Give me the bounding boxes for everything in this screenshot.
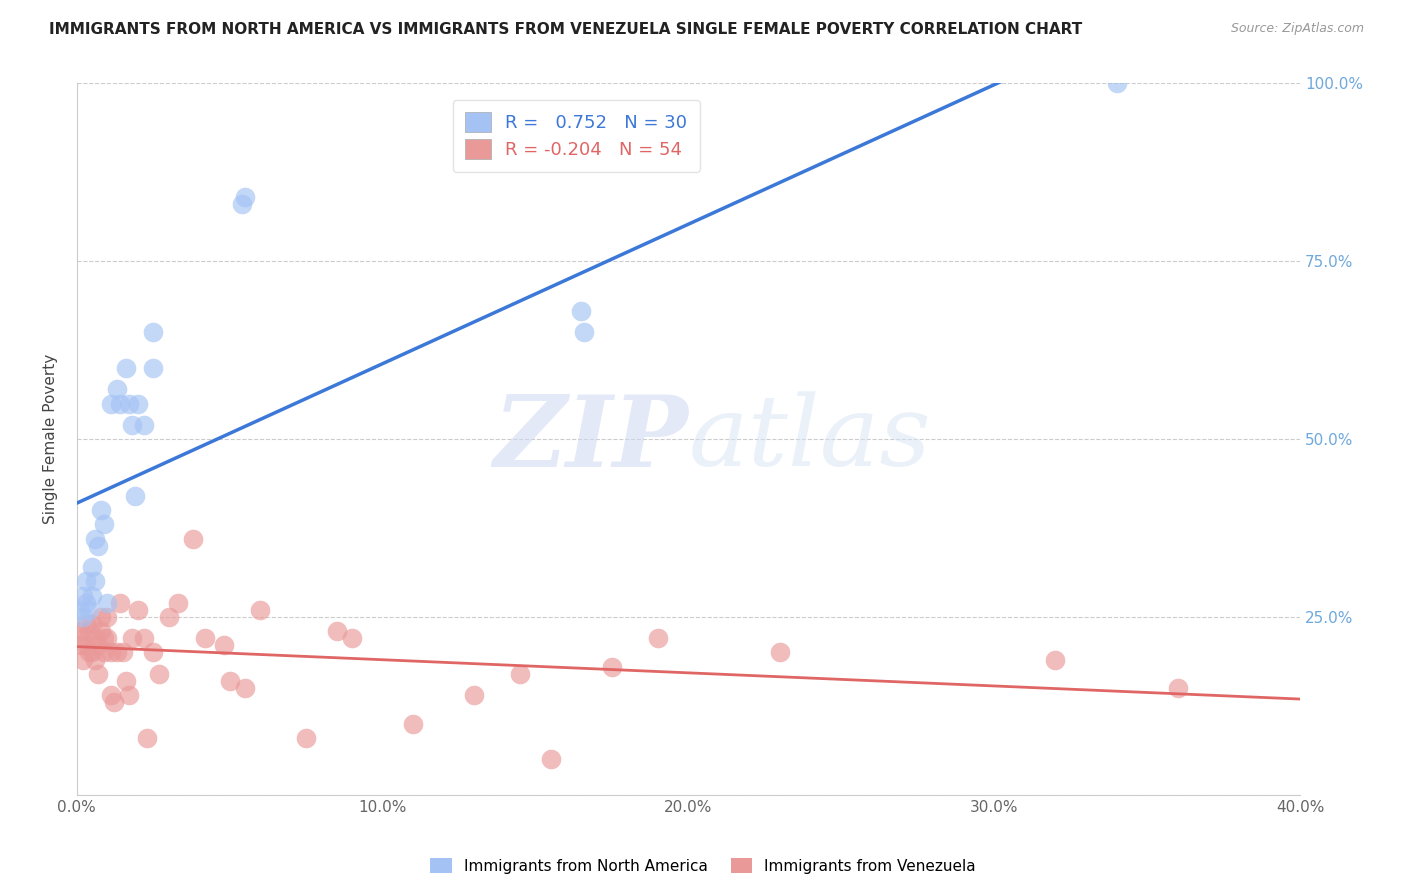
Point [1167, 681, 1189, 695]
Point [77, 645, 100, 659]
Point [100, 645, 122, 659]
Point [166, 596, 188, 610]
Point [340, 631, 363, 645]
Point [181, 532, 204, 546]
Point [540, 752, 562, 766]
Point [118, 396, 141, 410]
Point [108, 596, 131, 610]
Point [249, 603, 271, 617]
Point [100, 688, 122, 702]
Point [93, 645, 115, 659]
Point [75, 574, 97, 589]
Point [90, 624, 112, 639]
Point [212, 638, 235, 652]
Point [647, 631, 669, 645]
Point [233, 190, 256, 204]
Point [194, 631, 217, 645]
Point [218, 673, 240, 688]
Point [87, 539, 110, 553]
Point [90, 503, 112, 517]
Point [96, 610, 118, 624]
Point [72, 652, 94, 666]
Text: IMMIGRANTS FROM NORTH AMERICA VS IMMIGRANTS FROM VENEZUELA SINGLE FEMALE POVERTY: IMMIGRANTS FROM NORTH AMERICA VS IMMIGRA… [49, 22, 1083, 37]
Point [84, 532, 107, 546]
Point [136, 731, 159, 745]
Point [1045, 652, 1067, 666]
Legend: R =   0.752   N = 30, R = -0.204   N = 54: R = 0.752 N = 30, R = -0.204 N = 54 [453, 100, 700, 172]
Point [72, 610, 94, 624]
Point [463, 688, 485, 702]
Point [148, 666, 170, 681]
Point [72, 589, 94, 603]
Point [82, 589, 104, 603]
Text: Source: ZipAtlas.com: Source: ZipAtlas.com [1230, 22, 1364, 36]
Point [231, 197, 253, 211]
Point [69, 603, 91, 617]
Point [100, 396, 122, 410]
Point [233, 681, 256, 695]
Point [84, 652, 107, 666]
Point [142, 645, 165, 659]
Point [600, 659, 623, 673]
Point [402, 716, 425, 731]
Point [295, 731, 318, 745]
Point [105, 382, 128, 396]
Point [769, 645, 792, 659]
Point [1105, 77, 1128, 91]
Text: atlas: atlas [689, 392, 931, 487]
Point [69, 624, 91, 639]
Point [571, 304, 593, 318]
Legend: Immigrants from North America, Immigrants from Venezuela: Immigrants from North America, Immigrant… [425, 852, 981, 880]
Point [87, 666, 110, 681]
Point [157, 610, 180, 624]
Point [124, 489, 146, 503]
Point [121, 417, 143, 432]
Point [96, 596, 118, 610]
Point [75, 617, 97, 632]
Point [121, 631, 143, 645]
Point [111, 645, 134, 659]
Point [82, 560, 104, 574]
Point [509, 666, 531, 681]
Point [90, 610, 112, 624]
Point [142, 360, 165, 375]
Point [93, 631, 115, 645]
Point [118, 688, 141, 702]
Point [127, 603, 149, 617]
Point [84, 574, 107, 589]
Y-axis label: Single Female Poverty: Single Female Poverty [44, 354, 58, 524]
Point [87, 638, 110, 652]
Point [114, 360, 136, 375]
Point [114, 673, 136, 688]
Point [77, 624, 100, 639]
Point [75, 596, 97, 610]
Point [84, 631, 107, 645]
Point [96, 631, 118, 645]
Point [108, 396, 131, 410]
Point [105, 645, 128, 659]
Text: ZIP: ZIP [494, 391, 689, 487]
Point [82, 645, 104, 659]
Point [93, 517, 115, 532]
Point [142, 326, 165, 340]
Point [69, 638, 91, 652]
Point [127, 396, 149, 410]
Point [574, 326, 596, 340]
Point [134, 417, 156, 432]
Point [134, 631, 156, 645]
Point [103, 695, 125, 709]
Point [75, 638, 97, 652]
Point [82, 617, 104, 632]
Point [326, 624, 349, 639]
Point [72, 631, 94, 645]
Point [77, 603, 100, 617]
